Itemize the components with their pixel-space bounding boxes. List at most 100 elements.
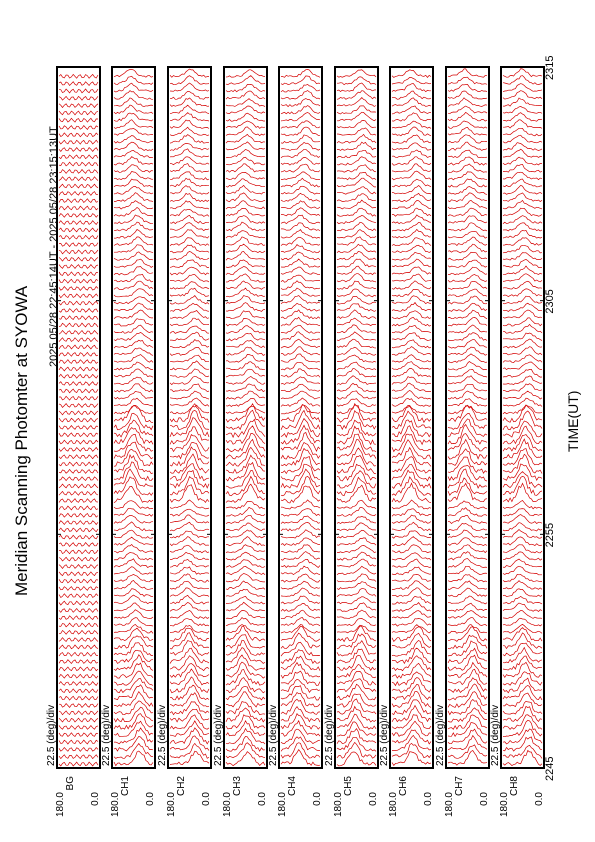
scan-trace <box>58 337 99 343</box>
scan-trace <box>58 110 99 116</box>
scan-trace <box>58 154 99 160</box>
scan-trace <box>58 190 99 196</box>
scan-trace <box>113 476 154 496</box>
scan-trace <box>447 243 488 254</box>
scan-trace <box>280 719 321 737</box>
scan-trace <box>391 530 432 539</box>
scan-trace <box>448 105 488 115</box>
scan-trace <box>169 708 210 723</box>
scan-trace <box>447 574 488 583</box>
scan-trace <box>225 280 266 290</box>
scan-trace <box>113 391 154 400</box>
scan-trace <box>336 229 377 239</box>
scan-trace <box>391 258 432 268</box>
scan-trace <box>280 691 321 708</box>
scan-trace <box>169 720 210 737</box>
scan-trace <box>225 714 266 730</box>
scan-trace <box>447 683 488 701</box>
scan-trace <box>447 68 488 78</box>
scan-trace <box>336 713 377 730</box>
scan-trace <box>502 410 543 431</box>
scan-trace <box>336 447 377 467</box>
scan-trace <box>447 418 488 437</box>
scan-trace <box>169 647 210 664</box>
scan-trace <box>502 719 543 738</box>
scale-label: 22.5 (deg)/div <box>46 705 57 766</box>
scan-trace <box>502 112 543 122</box>
scan-trace <box>502 684 543 701</box>
scan-trace <box>447 339 488 349</box>
scan-trace <box>169 655 210 672</box>
scan-trace <box>502 749 543 767</box>
scan-trace <box>58 242 99 248</box>
scan-trace <box>113 309 153 320</box>
scan-trace <box>225 529 266 539</box>
scan-trace <box>225 178 266 188</box>
scan-trace <box>58 403 99 408</box>
scan-trace <box>113 623 154 634</box>
scan-trace <box>336 565 377 576</box>
scan-trace <box>113 566 154 575</box>
scan-trace <box>391 163 432 173</box>
scan-trace <box>391 419 432 438</box>
scan-trace <box>59 88 99 94</box>
scan-trace <box>169 208 210 217</box>
scan-trace <box>447 558 488 568</box>
scan-trace <box>336 338 377 349</box>
scan-trace <box>392 332 432 341</box>
scan-trace <box>336 737 377 752</box>
scan-trace <box>225 625 266 642</box>
scan-trace <box>447 405 488 423</box>
scan-trace <box>169 259 210 268</box>
scan-trace <box>169 171 210 181</box>
scan-trace <box>169 325 210 334</box>
scan-trace <box>337 76 377 86</box>
scan-trace <box>225 90 266 100</box>
scan-trace <box>59 395 99 401</box>
scan-trace <box>225 677 266 694</box>
scan-trace <box>447 309 488 320</box>
scan-trace <box>447 390 488 400</box>
scan-trace <box>169 446 210 467</box>
scan-trace <box>502 90 543 100</box>
scan-trace <box>336 588 377 598</box>
scan-trace <box>280 69 321 78</box>
scan-trace <box>169 508 210 517</box>
scan-trace <box>447 423 488 445</box>
scan-trace <box>225 200 266 210</box>
scan-trace <box>113 288 154 298</box>
scan-trace <box>280 83 321 93</box>
scan-trace <box>391 514 432 524</box>
scan-trace <box>447 317 488 327</box>
scan-trace <box>336 177 376 188</box>
scan-trace <box>280 537 320 547</box>
scan-trace <box>447 230 488 239</box>
scan-trace <box>502 463 543 481</box>
scan-trace <box>280 331 321 341</box>
scan-trace <box>58 622 99 628</box>
scan-trace <box>447 274 488 283</box>
scan-trace <box>336 331 377 341</box>
scan-trace <box>280 362 321 371</box>
scan-trace <box>336 705 377 723</box>
scan-trace <box>502 500 543 510</box>
scan-trace <box>336 529 377 539</box>
scan-trace <box>225 141 266 151</box>
scan-trace <box>336 171 377 181</box>
scan-trace <box>58 388 99 394</box>
scan-trace <box>169 266 210 276</box>
scan-trace <box>280 432 321 452</box>
scan-trace <box>113 574 154 583</box>
scan-trace <box>391 214 432 225</box>
scan-trace <box>502 207 543 217</box>
panel-frame <box>500 66 545 769</box>
scan-trace <box>502 83 543 93</box>
scan-trace <box>336 368 377 378</box>
scan-trace <box>225 409 266 431</box>
scan-trace <box>336 693 377 708</box>
scan-trace <box>280 736 321 752</box>
scan-trace <box>169 360 210 371</box>
scan-trace <box>392 601 432 612</box>
scan-trace <box>58 615 99 621</box>
scan-trace <box>225 75 266 85</box>
